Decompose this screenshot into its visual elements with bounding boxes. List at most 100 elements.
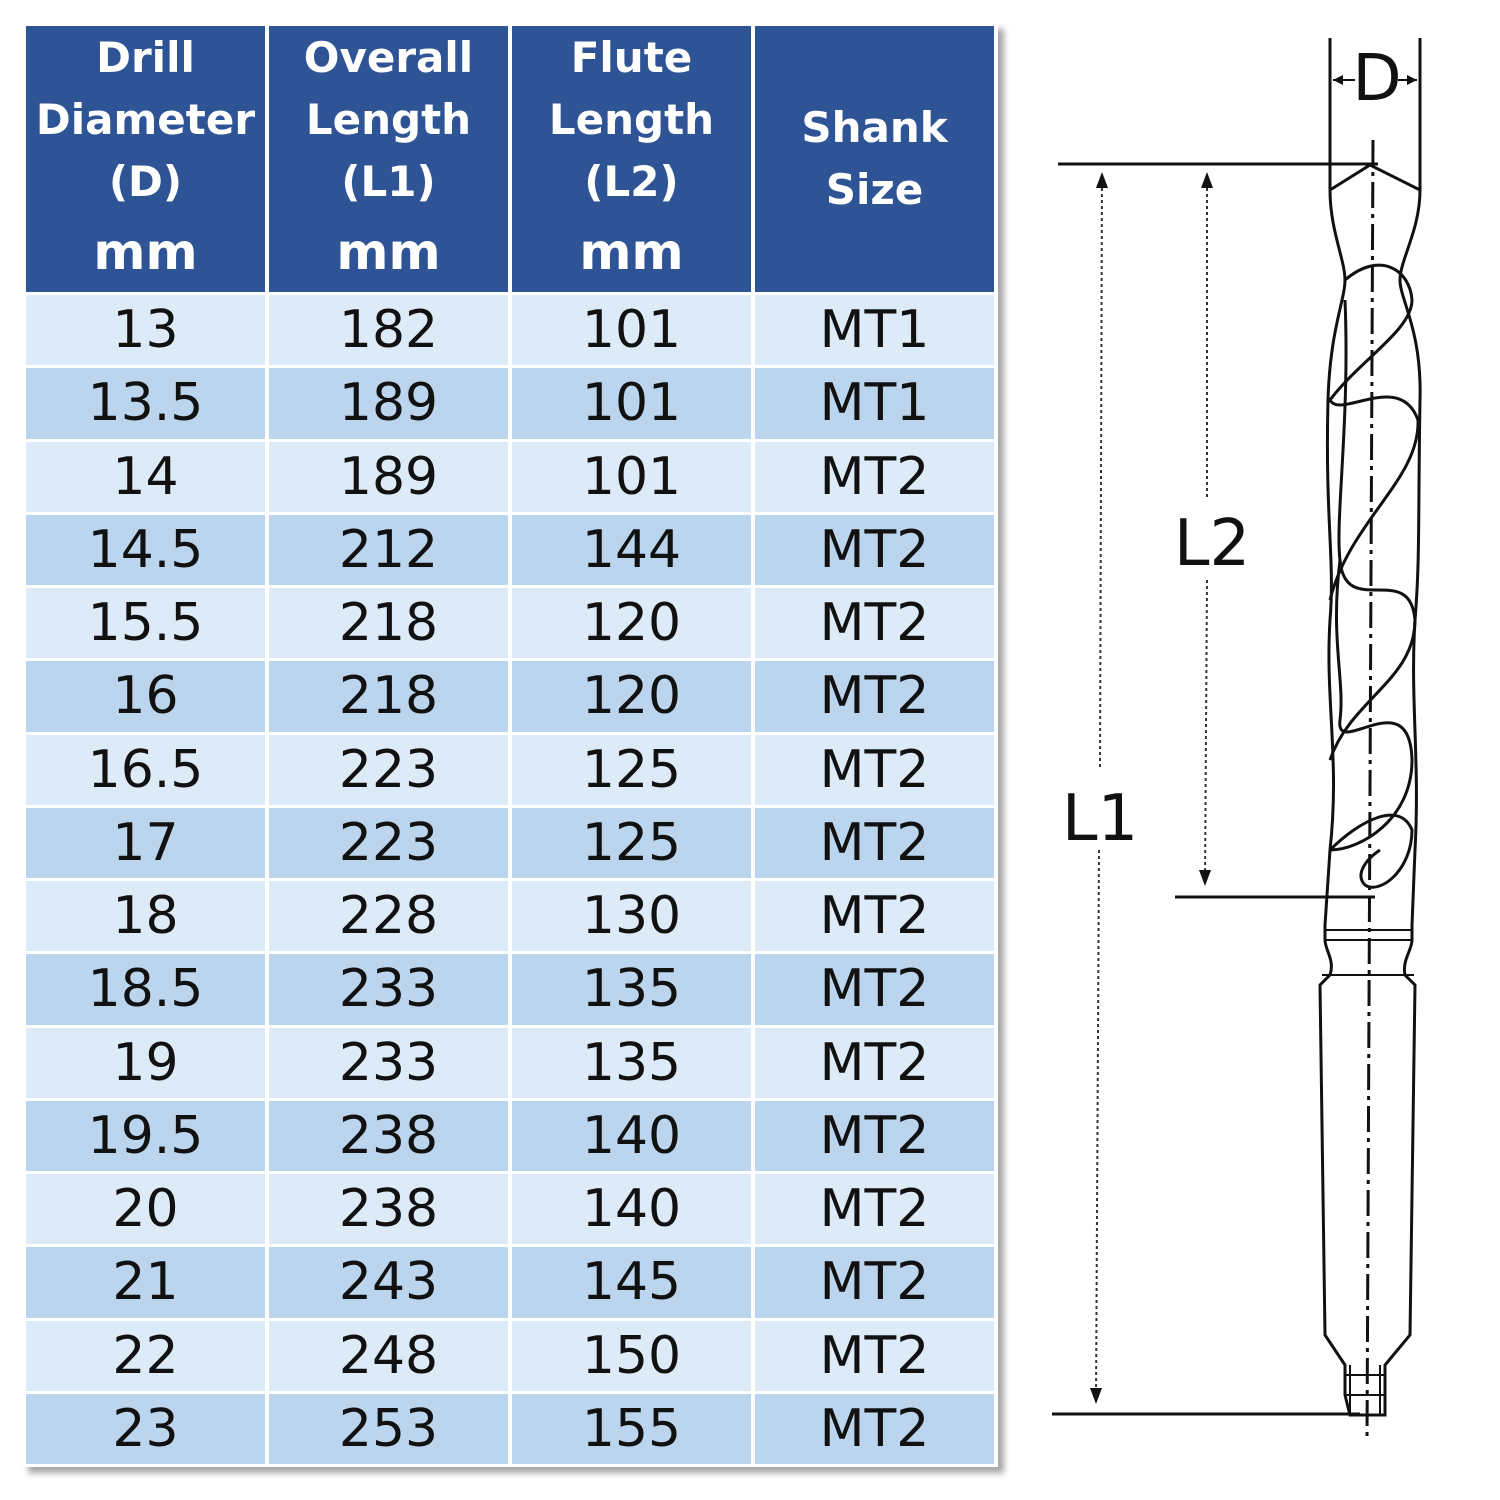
header-flute-length: Flute Length (L2) mm bbox=[512, 26, 751, 292]
cell-drill-diameter: 20 bbox=[26, 1174, 265, 1245]
cell-shank-size: MT2 bbox=[755, 807, 994, 878]
l1-dimension-line bbox=[1099, 175, 1103, 771]
cell-flute-length: 150 bbox=[512, 1320, 751, 1391]
cell-shank-size: MT2 bbox=[755, 1393, 994, 1464]
d-arrow-head-right bbox=[1407, 75, 1417, 85]
cell-shank-size: MT2 bbox=[755, 954, 994, 1025]
cell-flute-length: 155 bbox=[512, 1393, 751, 1464]
cell-flute-length: 101 bbox=[512, 368, 751, 439]
cell-drill-diameter: 15.5 bbox=[26, 588, 265, 659]
cell-drill-diameter: 14.5 bbox=[26, 514, 265, 585]
cell-flute-length: 120 bbox=[512, 661, 751, 732]
cell-flute-length: 144 bbox=[512, 514, 751, 585]
cell-overall-length: 189 bbox=[269, 441, 508, 512]
l1-arrow-head-bottom bbox=[1090, 1388, 1102, 1404]
cell-drill-diameter: 13 bbox=[26, 295, 265, 366]
flute-helix bbox=[1329, 559, 1414, 852]
table-body: 13 182 101 MT1 13.5 189 101 MT1 14 189 101 MT2 14.5 2… bbox=[26, 295, 994, 1464]
cell-overall-length: 189 bbox=[269, 368, 508, 439]
cell-shank-size: MT2 bbox=[755, 1320, 994, 1391]
flute-end bbox=[1328, 813, 1414, 889]
cell-drill-diameter: 14 bbox=[26, 441, 265, 512]
cell-flute-length: 130 bbox=[512, 881, 751, 952]
cell-overall-length: 238 bbox=[269, 1100, 508, 1171]
drill-diagram: D L2 L1 bbox=[1052, 38, 1422, 1441]
center-line bbox=[1365, 139, 1375, 1441]
cell-shank-size: MT2 bbox=[755, 661, 994, 732]
cell-drill-diameter: 17 bbox=[26, 807, 265, 878]
cell-drill-diameter: 23 bbox=[26, 1393, 265, 1464]
cell-drill-diameter: 19.5 bbox=[26, 1100, 265, 1171]
cell-overall-length: 218 bbox=[269, 661, 508, 732]
table-row: 19 233 135 MT2 bbox=[26, 1027, 994, 1098]
cell-flute-length: 125 bbox=[512, 734, 751, 805]
cell-shank-size: MT1 bbox=[755, 368, 994, 439]
flute-helix bbox=[1328, 299, 1417, 761]
cell-drill-diameter: 21 bbox=[26, 1247, 265, 1318]
unit-label: mm bbox=[336, 223, 441, 281]
cell-flute-length: 135 bbox=[512, 954, 751, 1025]
unit-label: mm bbox=[93, 223, 198, 281]
cell-overall-length: 233 bbox=[269, 1027, 508, 1098]
cell-overall-length: 248 bbox=[269, 1320, 508, 1391]
cell-flute-length: 140 bbox=[512, 1100, 751, 1171]
cell-overall-length: 253 bbox=[269, 1393, 508, 1464]
cell-flute-length: 101 bbox=[512, 295, 751, 366]
header-overall-length: Overall Length (L1) mm bbox=[269, 26, 508, 292]
cell-shank-size: MT2 bbox=[755, 514, 994, 585]
header-shank-size: Shank Size bbox=[755, 26, 994, 292]
label-l2: L2 bbox=[1174, 507, 1250, 581]
drill-spec-table: Drill Diameter (D) mm Overall Length (L1… bbox=[22, 23, 998, 1467]
table-row: 15.5 218 120 MT2 bbox=[26, 588, 994, 659]
cell-drill-diameter: 22 bbox=[26, 1320, 265, 1391]
cell-shank-size: MT2 bbox=[755, 588, 994, 659]
cell-drill-diameter: 18.5 bbox=[26, 954, 265, 1025]
cell-overall-length: 218 bbox=[269, 588, 508, 659]
cell-drill-diameter: 13.5 bbox=[26, 368, 265, 439]
cell-drill-diameter: 16 bbox=[26, 661, 265, 732]
cell-shank-size: MT2 bbox=[755, 1027, 994, 1098]
table-row: 14.5 212 144 MT2 bbox=[26, 514, 994, 585]
label-l1: L1 bbox=[1062, 782, 1138, 856]
l2-dimension-line bbox=[1204, 579, 1208, 883]
table-row: 19.5 238 140 MT2 bbox=[26, 1100, 994, 1171]
cell-shank-size: MT2 bbox=[755, 1247, 994, 1318]
cell-shank-size: MT2 bbox=[755, 734, 994, 805]
table-row: 16.5 223 125 MT2 bbox=[26, 734, 994, 805]
cell-overall-length: 243 bbox=[269, 1247, 508, 1318]
label-d: D bbox=[1352, 42, 1401, 116]
cell-overall-length: 228 bbox=[269, 881, 508, 952]
cell-flute-length: 125 bbox=[512, 807, 751, 878]
header-drill-diameter: Drill Diameter (D) mm bbox=[26, 26, 265, 292]
l2-arrow-head-bottom bbox=[1199, 870, 1211, 886]
table-row: 18.5 233 135 MT2 bbox=[26, 954, 994, 1025]
table-row: 21 243 145 MT2 bbox=[26, 1247, 994, 1318]
flute-helix bbox=[1328, 395, 1420, 601]
l2-arrow-head-top bbox=[1201, 172, 1213, 188]
table-row: 18 228 130 MT2 bbox=[26, 881, 994, 952]
table-row: 17 223 125 MT2 bbox=[26, 807, 994, 878]
cell-flute-length: 135 bbox=[512, 1027, 751, 1098]
l1-arrow-head-top bbox=[1096, 172, 1108, 188]
table-row: 14 189 101 MT2 bbox=[26, 441, 994, 512]
cell-shank-size: MT2 bbox=[755, 1174, 994, 1245]
cell-shank-size: MT2 bbox=[755, 1100, 994, 1171]
table-row: 22 248 150 MT2 bbox=[26, 1320, 994, 1391]
table-row: 20 238 140 MT2 bbox=[26, 1174, 994, 1245]
cell-shank-size: MT2 bbox=[755, 441, 994, 512]
cell-overall-length: 182 bbox=[269, 295, 508, 366]
table-row: 13.5 189 101 MT1 bbox=[26, 368, 994, 439]
cell-overall-length: 223 bbox=[269, 734, 508, 805]
cell-overall-length: 238 bbox=[269, 1174, 508, 1245]
d-arrow-head-left bbox=[1333, 75, 1343, 85]
cell-flute-length: 120 bbox=[512, 588, 751, 659]
flute-helix bbox=[1328, 263, 1414, 401]
cell-overall-length: 233 bbox=[269, 954, 508, 1025]
table-row: 23 253 155 MT2 bbox=[26, 1393, 994, 1464]
table-row: 16 218 120 MT2 bbox=[26, 661, 994, 732]
table-row: 13 182 101 MT1 bbox=[26, 295, 994, 366]
drill-tip bbox=[1329, 163, 1421, 192]
cell-drill-diameter: 16.5 bbox=[26, 734, 265, 805]
cell-drill-diameter: 18 bbox=[26, 881, 265, 952]
l1-dimension-line bbox=[1095, 849, 1100, 1401]
